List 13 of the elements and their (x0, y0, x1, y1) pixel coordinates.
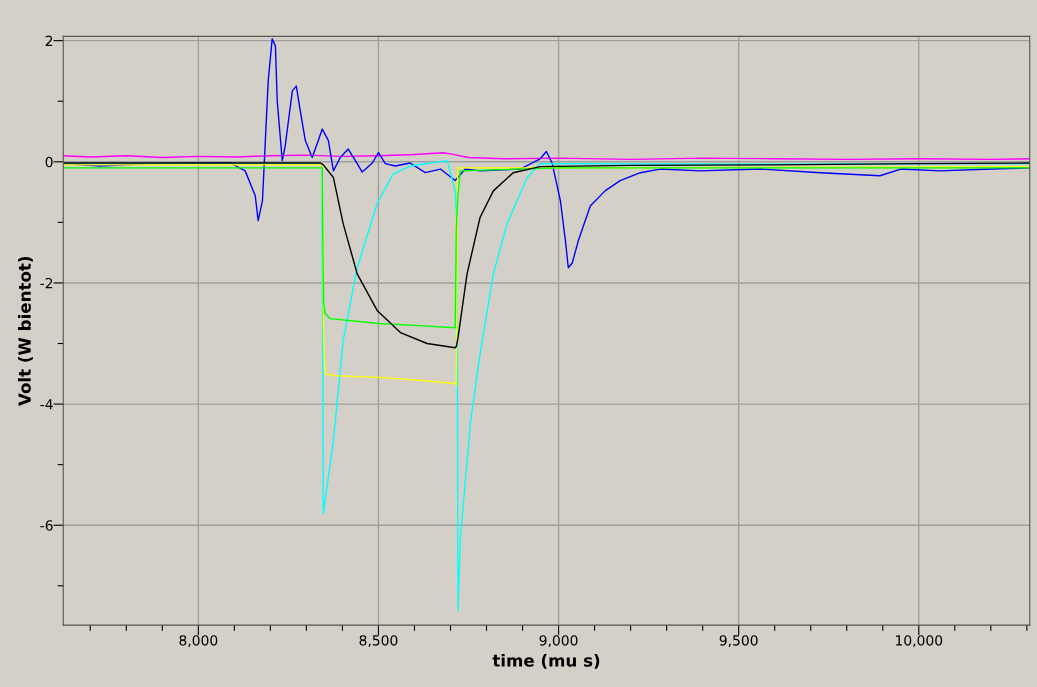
x-tick-label: 10,000 (896, 635, 943, 648)
x-tick-label: 8,500 (359, 635, 398, 648)
x-tick-label: 9,000 (539, 635, 578, 648)
y-tick-label: 2 (45, 35, 53, 46)
y-axis-title: Volt (W bientot) (18, 256, 33, 406)
x-tick-label: 9,500 (719, 635, 758, 648)
line-series (63, 152, 1030, 161)
x-tick-label: 8,000 (179, 635, 218, 648)
y-tick-label: 0 (45, 156, 53, 168)
y-tick-label: -4 (40, 399, 53, 410)
y-tick-label: -2 (40, 277, 53, 289)
y-tick-label: -6 (40, 520, 53, 531)
x-axis-title: time (mu s) (492, 653, 600, 669)
